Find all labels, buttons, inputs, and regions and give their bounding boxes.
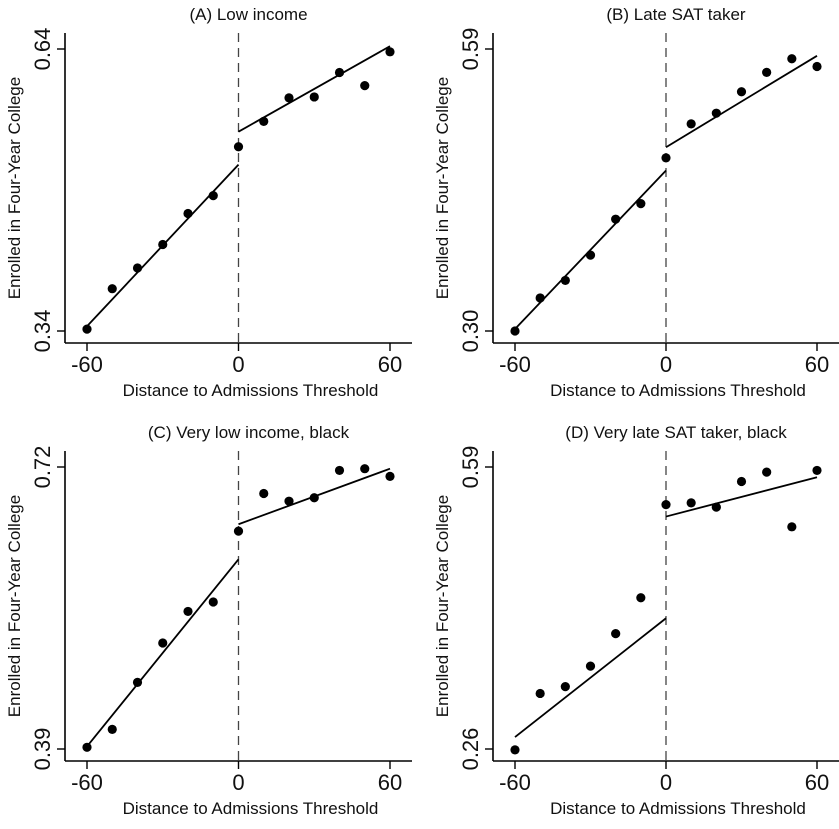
data-point bbox=[560, 682, 570, 692]
fit-line-left bbox=[514, 169, 667, 330]
chart-panel-2: (B) Late SAT taker -60 0 60 0.30 0.59 Distance… bbox=[433, 5, 839, 400]
data-point bbox=[762, 467, 772, 477]
panel-title: (D) Very late SAT taker, black bbox=[565, 423, 787, 442]
fit-line-right bbox=[665, 55, 818, 148]
data-point bbox=[208, 597, 218, 607]
data-point bbox=[132, 677, 143, 687]
x-tick-label: 60 bbox=[805, 352, 829, 377]
data-point bbox=[82, 324, 92, 334]
data-point bbox=[309, 92, 319, 102]
data-point bbox=[510, 326, 520, 336]
x-tick-label: 60 bbox=[378, 770, 402, 795]
data-point bbox=[158, 638, 168, 648]
data-point bbox=[309, 493, 319, 503]
data-point bbox=[107, 284, 117, 294]
panel-title: (B) Late SAT taker bbox=[606, 5, 746, 24]
data-point bbox=[812, 61, 822, 72]
y-tick-label: 0.59 bbox=[458, 446, 483, 489]
data-point bbox=[107, 724, 117, 734]
data-point bbox=[183, 606, 193, 617]
data-point bbox=[510, 745, 520, 755]
data-point bbox=[711, 108, 721, 118]
fit-line-left bbox=[514, 617, 667, 738]
data-point bbox=[787, 522, 797, 532]
data-point bbox=[385, 47, 395, 57]
x-tick-label: 0 bbox=[232, 352, 244, 377]
x-tick-label: 0 bbox=[232, 770, 244, 795]
data-point bbox=[334, 67, 345, 78]
y-tick-label: 0.64 bbox=[30, 28, 55, 71]
chart-panel-1: (A) Low income -60 0 60 0.34 0.64 Distance to … bbox=[5, 5, 412, 400]
data-point bbox=[82, 742, 92, 752]
y-tick-label: 0.59 bbox=[458, 28, 483, 71]
data-point bbox=[762, 67, 772, 77]
x-axis-label: Distance to Admissions Threshold bbox=[550, 381, 806, 400]
data-point bbox=[385, 471, 395, 481]
data-point bbox=[636, 593, 646, 603]
data-point bbox=[360, 81, 370, 91]
data-point bbox=[535, 688, 545, 699]
panel-title: (C) Very low income, black bbox=[148, 423, 350, 442]
y-tick-label: 0.34 bbox=[30, 310, 55, 353]
data-point bbox=[585, 250, 596, 260]
panel-title: (A) Low income bbox=[189, 5, 307, 24]
y-tick-label: 0.26 bbox=[458, 728, 483, 771]
data-point bbox=[736, 87, 747, 97]
data-point bbox=[661, 500, 671, 510]
x-axis-label: Distance to Admissions Threshold bbox=[123, 799, 379, 818]
chart-panel-4: (D) Very late SAT taker, black -60 0 60 0.26… bbox=[433, 423, 839, 818]
x-tick-label: 60 bbox=[378, 352, 402, 377]
x-tick-label: -60 bbox=[499, 770, 531, 795]
data-point bbox=[259, 116, 269, 126]
x-axis-label: Distance to Admissions Threshold bbox=[123, 381, 379, 400]
fit-line-left bbox=[86, 558, 240, 748]
x-tick-label: -60 bbox=[71, 352, 103, 377]
data-point bbox=[284, 93, 294, 103]
x-tick-label: -60 bbox=[499, 352, 531, 377]
data-point bbox=[360, 464, 370, 474]
data-point bbox=[711, 502, 721, 512]
y-tick-label: 0.39 bbox=[30, 728, 55, 771]
y-tick-label: 0.30 bbox=[458, 310, 483, 353]
data-point bbox=[611, 214, 621, 224]
y-axis-label: Enrolled in Four-Year College bbox=[5, 495, 24, 717]
data-point bbox=[334, 465, 345, 476]
data-point bbox=[259, 488, 269, 499]
data-point bbox=[686, 498, 696, 508]
data-point bbox=[812, 465, 822, 476]
data-point bbox=[158, 239, 168, 250]
x-tick-label: -60 bbox=[71, 770, 103, 795]
x-axis-label: Distance to Admissions Threshold bbox=[550, 799, 806, 818]
data-point bbox=[233, 526, 244, 536]
x-tick-label: 60 bbox=[805, 770, 829, 795]
y-axis-label: Enrolled in Four-Year College bbox=[5, 77, 24, 299]
y-tick-label: 0.72 bbox=[30, 446, 55, 489]
data-point bbox=[560, 275, 570, 286]
fit-line-right bbox=[665, 476, 818, 518]
data-point bbox=[284, 496, 294, 506]
data-point bbox=[183, 208, 193, 219]
data-point bbox=[132, 263, 143, 273]
data-point bbox=[736, 476, 747, 487]
chart-panel-3: (C) Very low income, black -60 0 60 0.39 0.72… bbox=[5, 423, 412, 818]
x-tick-label: 0 bbox=[660, 770, 672, 795]
data-point bbox=[535, 293, 545, 303]
data-point bbox=[787, 54, 797, 64]
data-point bbox=[686, 119, 696, 129]
data-point bbox=[233, 142, 244, 152]
x-tick-label: 0 bbox=[660, 352, 672, 377]
y-axis-label: Enrolled in Four-Year College bbox=[433, 77, 452, 299]
data-point bbox=[661, 153, 671, 163]
data-point bbox=[585, 661, 596, 671]
data-point bbox=[208, 191, 218, 201]
data-point bbox=[636, 199, 646, 209]
data-point bbox=[611, 629, 621, 639]
y-axis-label: Enrolled in Four-Year College bbox=[433, 495, 452, 717]
